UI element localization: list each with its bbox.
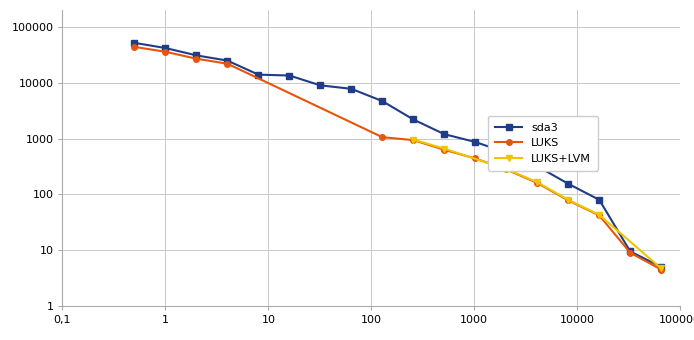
sda3 bbox=[440, 132, 448, 136]
LUKS+LVM bbox=[502, 167, 511, 171]
LUKS bbox=[161, 50, 169, 54]
sda3 bbox=[471, 140, 480, 144]
sda3 bbox=[657, 265, 666, 269]
Legend: sda3, LUKS, LUKS+LVM: sda3, LUKS, LUKS+LVM bbox=[488, 116, 598, 171]
sda3 bbox=[347, 87, 355, 91]
LUKS+LVM bbox=[533, 180, 541, 184]
sda3 bbox=[378, 99, 387, 103]
LUKS bbox=[564, 198, 573, 202]
sda3 bbox=[254, 73, 262, 77]
sda3 bbox=[564, 182, 573, 186]
LUKS+LVM bbox=[595, 213, 603, 217]
LUKS bbox=[626, 251, 634, 255]
sda3 bbox=[316, 83, 325, 87]
LUKS bbox=[595, 214, 603, 218]
sda3 bbox=[502, 151, 511, 155]
LUKS bbox=[440, 148, 448, 152]
LUKS bbox=[192, 57, 201, 61]
LUKS+LVM bbox=[440, 147, 448, 151]
sda3 bbox=[130, 41, 139, 45]
sda3 bbox=[192, 53, 201, 57]
LUKS+LVM bbox=[409, 138, 418, 142]
Line: LUKS+LVM: LUKS+LVM bbox=[410, 136, 665, 272]
sda3 bbox=[533, 164, 541, 168]
Line: sda3: sda3 bbox=[131, 39, 665, 270]
LUKS bbox=[378, 135, 387, 139]
sda3 bbox=[626, 250, 634, 254]
LUKS bbox=[223, 62, 232, 66]
LUKS bbox=[657, 268, 666, 272]
LUKS bbox=[533, 181, 541, 185]
Line: LUKS: LUKS bbox=[132, 44, 664, 272]
LUKS bbox=[130, 45, 139, 49]
LUKS+LVM bbox=[657, 267, 666, 271]
LUKS+LVM bbox=[564, 198, 573, 202]
LUKS bbox=[409, 138, 418, 142]
sda3 bbox=[595, 198, 603, 202]
sda3 bbox=[285, 73, 294, 78]
LUKS bbox=[502, 167, 511, 171]
sda3 bbox=[409, 117, 418, 121]
sda3 bbox=[223, 58, 232, 63]
sda3 bbox=[161, 46, 169, 50]
LUKS bbox=[471, 156, 480, 160]
